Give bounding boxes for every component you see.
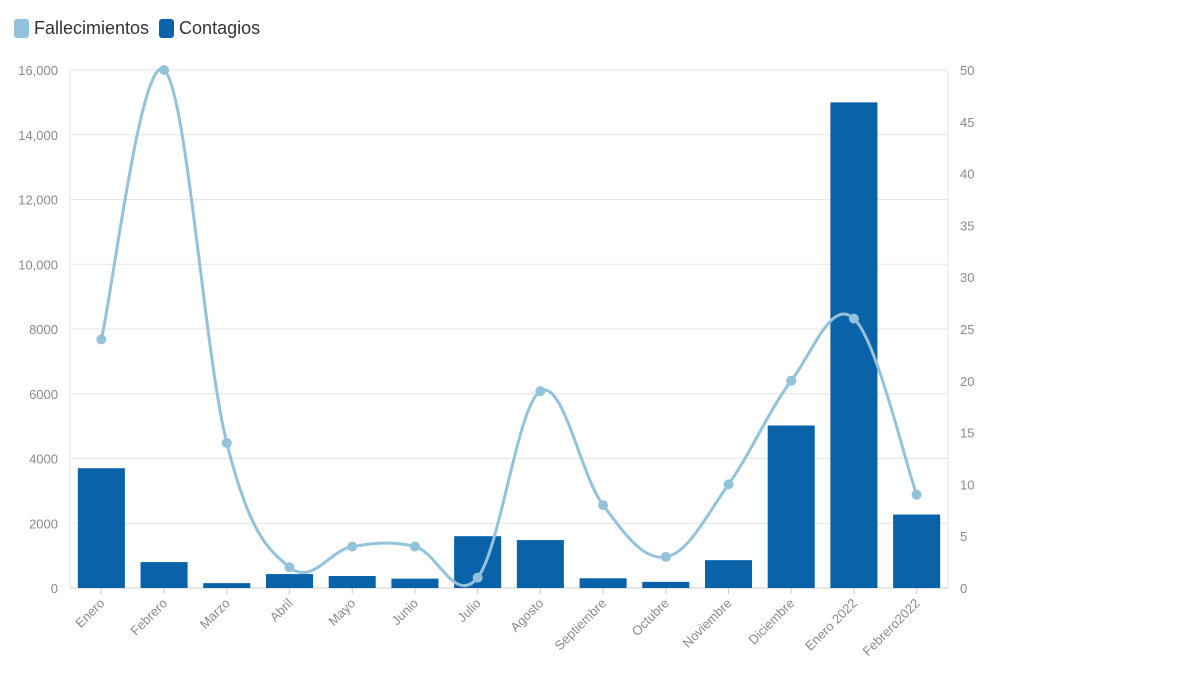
point-fallecimientos bbox=[535, 386, 546, 397]
x-tick-label: Febrero2022 bbox=[860, 596, 923, 659]
x-tick-label: Noviembre bbox=[680, 596, 735, 651]
bar-contagios bbox=[704, 560, 753, 588]
y-left-tick-label: 6000 bbox=[29, 387, 58, 402]
point-fallecimientos bbox=[911, 489, 922, 500]
point-fallecimientos bbox=[96, 334, 107, 345]
y-left-tick-label: 16,000 bbox=[18, 63, 58, 78]
x-tick-label: Marzo bbox=[197, 596, 233, 632]
y-right-tick-label: 5 bbox=[960, 529, 967, 544]
bar-contagios bbox=[77, 468, 125, 588]
bar-contagios bbox=[893, 514, 941, 588]
legend-item-fallecimientos[interactable]: Fallecimientos bbox=[14, 18, 149, 39]
y-right-tick-label: 25 bbox=[960, 322, 974, 337]
bar-contagios bbox=[642, 581, 690, 588]
point-fallecimientos bbox=[159, 65, 170, 75]
point-fallecimientos bbox=[409, 541, 420, 552]
x-tick-label: Septiembre bbox=[552, 596, 610, 654]
bar-contagios bbox=[140, 562, 188, 588]
y-left-tick-label: 10,000 bbox=[18, 257, 58, 272]
bar-contagios bbox=[203, 583, 251, 588]
point-fallecimientos bbox=[660, 551, 671, 562]
line-fallecimientos bbox=[99, 67, 919, 588]
legend-item-contagios[interactable]: Contagios bbox=[159, 18, 260, 39]
point-fallecimientos bbox=[284, 562, 295, 573]
x-tick-label: Mayo bbox=[325, 596, 358, 629]
bar-contagios bbox=[579, 578, 627, 588]
x-tick-label: Diciembre bbox=[745, 596, 797, 648]
point-fallecimientos bbox=[723, 479, 734, 490]
y-left-tick-label: 12,000 bbox=[18, 193, 58, 208]
legend-swatch-contagios bbox=[159, 19, 175, 38]
x-tick-label: Octubre bbox=[629, 596, 672, 639]
bar-contagios bbox=[391, 578, 439, 588]
legend-swatch-fallecimientos bbox=[14, 19, 29, 38]
y-left-tick-label: 0 bbox=[51, 581, 58, 596]
point-fallecimientos bbox=[472, 572, 483, 583]
bar-contagios bbox=[265, 574, 314, 588]
y-right-tick-label: 15 bbox=[960, 426, 974, 441]
y-left-tick-label: 4000 bbox=[29, 452, 58, 467]
x-tick-label: Abril bbox=[267, 595, 296, 624]
y-right-tick-label: 45 bbox=[960, 115, 974, 130]
point-fallecimientos bbox=[848, 313, 859, 324]
legend-label-fallecimientos: Fallecimientos bbox=[34, 18, 150, 38]
y-right-tick-label: 35 bbox=[960, 218, 974, 233]
point-fallecimientos bbox=[598, 500, 609, 511]
x-tick-label: Febrero bbox=[127, 596, 170, 639]
y-right-tick-label: 10 bbox=[960, 477, 974, 492]
x-tick-label: Enero 2022 bbox=[802, 596, 860, 654]
y-right-tick-label: 30 bbox=[960, 270, 974, 285]
y-left-tick-label: 8000 bbox=[29, 322, 58, 337]
x-tick-label: Enero bbox=[72, 596, 107, 631]
point-fallecimientos bbox=[786, 375, 797, 386]
bar-contagios bbox=[767, 425, 815, 588]
legend-label-contagios: Contagios bbox=[179, 18, 261, 38]
x-tick-label: Agosto bbox=[507, 596, 546, 635]
point-fallecimientos bbox=[221, 437, 232, 448]
x-tick-label: Julio bbox=[454, 596, 484, 626]
legend: Fallecimientos Contagios bbox=[14, 18, 260, 39]
y-right-tick-label: 50 bbox=[960, 63, 974, 78]
y-left-tick-label: 2000 bbox=[29, 516, 58, 531]
point-fallecimientos bbox=[347, 541, 358, 552]
y-left-tick-label: 14,000 bbox=[18, 128, 58, 143]
y-right-tick-label: 20 bbox=[960, 374, 974, 389]
bar-contagios bbox=[328, 576, 376, 588]
bar-contagios bbox=[516, 540, 564, 588]
x-tick-label: Junio bbox=[388, 596, 421, 629]
y-right-tick-label: 0 bbox=[960, 581, 967, 596]
y-right-tick-label: 40 bbox=[960, 167, 974, 182]
